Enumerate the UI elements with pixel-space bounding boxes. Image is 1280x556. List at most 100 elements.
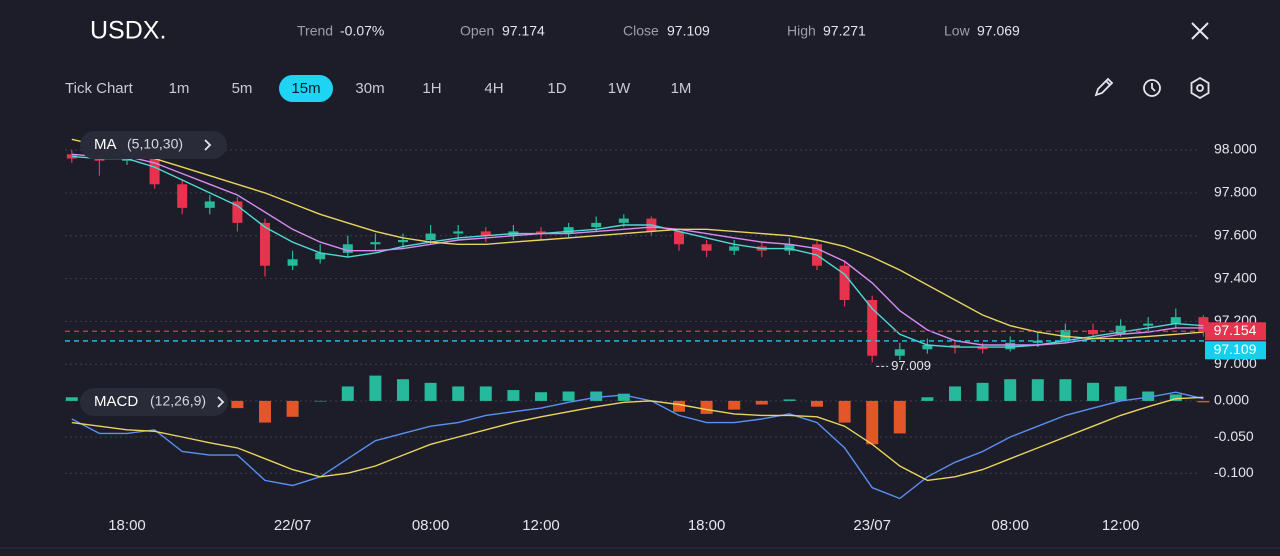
- x-tick-label: 18:00: [108, 517, 146, 534]
- histogram-bar: [617, 393, 630, 401]
- timeframe-tab[interactable]: 4H: [484, 80, 503, 97]
- timeframe-tab[interactable]: Tick Chart: [65, 80, 134, 97]
- histogram-bar: [562, 391, 575, 401]
- candle-body: [1005, 342, 1016, 350]
- candle-body: [122, 158, 132, 161]
- histogram-bar: [755, 400, 768, 405]
- y-tick-label: 97.600: [1214, 226, 1257, 242]
- histogram-bar: [535, 392, 547, 401]
- price-tag-label: 97.109: [1214, 341, 1257, 357]
- indicator-line: [71, 391, 1204, 500]
- candle-body: [839, 265, 850, 300]
- settings-tool[interactable]: [1190, 76, 1210, 100]
- histogram-bar: [259, 400, 271, 423]
- macd-legend[interactable]: MACD (12,26,9): [80, 388, 228, 416]
- candle-body: [1115, 325, 1126, 335]
- y-tick-label: 97.800: [1214, 184, 1257, 200]
- candle-body: [177, 184, 188, 208]
- histogram-bar: [452, 386, 465, 401]
- histogram-bar: [286, 400, 299, 417]
- stat-label: Trend: [297, 23, 333, 39]
- histogram-bar: [590, 391, 603, 401]
- histogram-bar: [1169, 394, 1182, 401]
- timeframe-tab[interactable]: 5m: [232, 80, 253, 97]
- stat-label: Open: [460, 23, 494, 39]
- history-tool[interactable]: [1143, 79, 1161, 97]
- candle-body: [894, 349, 905, 356]
- timeframe-tab[interactable]: 1W: [608, 80, 631, 97]
- histogram-bar: [893, 400, 906, 434]
- price-tag: [1205, 341, 1266, 360]
- macd-label: MACD: [94, 393, 138, 410]
- timeframe-tab[interactable]: 1M: [671, 80, 692, 97]
- candle-body: [1088, 330, 1098, 335]
- candle-body: [618, 218, 629, 223]
- histogram-bar: [341, 386, 354, 401]
- stat-value: -0.07%: [340, 23, 384, 39]
- histogram-bar: [976, 382, 989, 401]
- candle-body: [1170, 317, 1181, 324]
- ma-legend[interactable]: MA (5,10,30): [80, 131, 227, 159]
- timeframe-tab[interactable]: 1D: [547, 80, 566, 97]
- timeframe-tab[interactable]: 15m: [291, 80, 320, 97]
- x-tick-label: 08:00: [991, 517, 1029, 534]
- candle-body: [342, 244, 353, 253]
- stat-value: 97.069: [977, 23, 1020, 39]
- macd-params: (12,26,9): [150, 393, 206, 409]
- indicator-line: [71, 138, 1204, 340]
- histogram-bar: [673, 400, 685, 412]
- price-tag: [1205, 322, 1266, 341]
- candle-body: [563, 227, 574, 234]
- stat-value: 97.174: [502, 23, 545, 39]
- stat-label: Low: [944, 23, 971, 39]
- candle-body: [453, 231, 464, 234]
- candle-body: [536, 231, 546, 234]
- candle-body: [591, 222, 602, 228]
- histogram-bar: [866, 400, 879, 445]
- low-annotation: 97.009: [891, 358, 931, 373]
- candle-body: [977, 347, 988, 350]
- candle-body: [149, 158, 160, 185]
- histogram-bar: [838, 400, 851, 423]
- histogram-bar: [1031, 379, 1044, 401]
- x-tick-label: 23/07: [853, 517, 891, 534]
- close-button[interactable]: [1191, 22, 1209, 40]
- histogram-bar: [1114, 386, 1127, 401]
- candle-body: [1198, 317, 1209, 333]
- histogram-bar: [949, 386, 961, 401]
- histogram-bar: [369, 375, 382, 401]
- symbol: USDX.: [90, 17, 166, 45]
- candle-body: [674, 231, 684, 245]
- histogram-bar: [65, 397, 78, 401]
- active-tab-pill: [279, 75, 333, 102]
- timeframe-tab[interactable]: 1m: [169, 80, 190, 97]
- y-tick-label: 0.000: [1214, 392, 1249, 408]
- indicator-line: [71, 396, 1204, 482]
- draw-tool[interactable]: [1094, 77, 1114, 97]
- timeframe-tab[interactable]: 1H: [422, 80, 441, 97]
- candle-body: [480, 231, 491, 236]
- histogram-bar: [1087, 382, 1099, 401]
- candle-body: [260, 222, 270, 266]
- y-tick-label: -0.050: [1214, 428, 1254, 444]
- histogram-bar: [811, 400, 823, 407]
- candle-body: [204, 201, 215, 208]
- indicator-line: [71, 153, 1204, 346]
- histogram-bar: [921, 397, 934, 401]
- histogram-bar: [397, 379, 409, 401]
- histogram-bar: [314, 400, 327, 402]
- histogram-bar: [507, 390, 520, 401]
- histogram-bar: [1197, 400, 1210, 403]
- histogram-bar: [728, 400, 741, 410]
- y-tick-label: 98.000: [1214, 141, 1257, 157]
- candle-body: [1143, 323, 1154, 326]
- histogram-bar: [424, 382, 437, 401]
- candle-body: [425, 233, 436, 240]
- histogram-bar: [700, 400, 713, 414]
- timeframe-tab[interactable]: 30m: [355, 80, 384, 97]
- x-tick-label: 12:00: [1102, 517, 1140, 534]
- histogram-bar: [783, 399, 796, 401]
- candle-body: [1032, 340, 1043, 343]
